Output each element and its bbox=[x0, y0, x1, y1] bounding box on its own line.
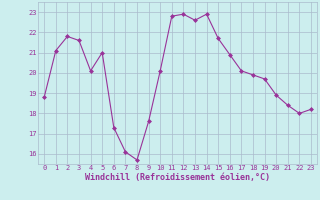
X-axis label: Windchill (Refroidissement éolien,°C): Windchill (Refroidissement éolien,°C) bbox=[85, 173, 270, 182]
